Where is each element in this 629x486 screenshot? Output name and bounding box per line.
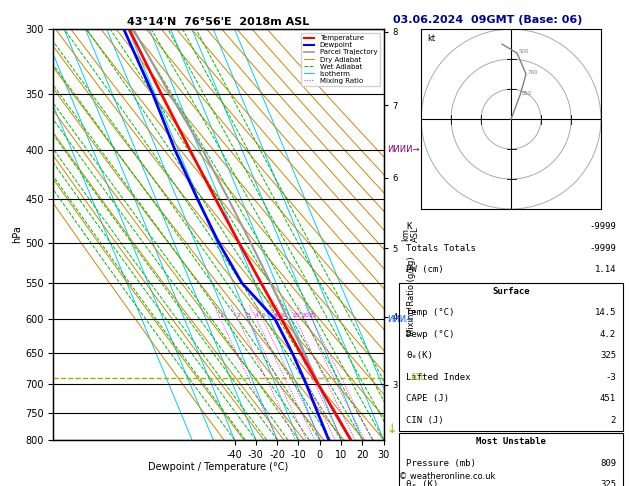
Text: 4.2: 4.2 — [600, 330, 616, 339]
Y-axis label: km
ASL: km ASL — [401, 226, 420, 243]
Text: CAPE (J): CAPE (J) — [406, 394, 449, 403]
X-axis label: Dewpoint / Temperature (°C): Dewpoint / Temperature (°C) — [148, 462, 289, 472]
Legend: Temperature, Dewpoint, Parcel Trajectory, Dry Adiabat, Wet Adiabat, Isotherm, Mi: Temperature, Dewpoint, Parcel Trajectory… — [301, 33, 380, 87]
Text: 325: 325 — [600, 351, 616, 361]
Text: ИИИИ→: ИИИИ→ — [387, 145, 420, 154]
Text: 20: 20 — [301, 313, 309, 318]
Text: 451: 451 — [600, 394, 616, 403]
Text: 2: 2 — [237, 313, 240, 318]
Text: K: K — [406, 223, 411, 231]
Text: θₑ(K): θₑ(K) — [406, 351, 433, 361]
Text: 03.06.2024  09GMT (Base: 06): 03.06.2024 09GMT (Base: 06) — [393, 15, 582, 25]
Text: Totals Totals: Totals Totals — [406, 244, 476, 253]
Text: ИИИ→: ИИИ→ — [387, 315, 413, 324]
Text: 15: 15 — [292, 313, 300, 318]
Text: 14.5: 14.5 — [594, 309, 616, 317]
Text: 25: 25 — [309, 313, 316, 318]
Text: kt: kt — [427, 34, 435, 43]
Text: 500: 500 — [518, 49, 529, 54]
Y-axis label: hPa: hPa — [13, 226, 23, 243]
Text: Mixing Ratio (g/kg): Mixing Ratio (g/kg) — [408, 256, 416, 336]
Text: 5: 5 — [261, 313, 265, 318]
Text: 325: 325 — [600, 480, 616, 486]
Text: Surface: Surface — [493, 287, 530, 296]
Text: 8: 8 — [275, 313, 279, 318]
Text: 2: 2 — [611, 416, 616, 425]
Text: Dewp (°C): Dewp (°C) — [406, 330, 455, 339]
Bar — [399, 283, 623, 431]
Text: CIN (J): CIN (J) — [406, 416, 443, 425]
Text: 850: 850 — [521, 91, 532, 96]
Text: 809: 809 — [600, 459, 616, 468]
Text: 1.14: 1.14 — [594, 265, 616, 275]
Text: 1: 1 — [219, 313, 223, 318]
Text: PW (cm): PW (cm) — [406, 265, 443, 275]
Text: -9999: -9999 — [589, 244, 616, 253]
Text: Temp (°C): Temp (°C) — [406, 309, 455, 317]
Text: θₑ (K): θₑ (K) — [406, 480, 438, 486]
Text: Lifted Index: Lifted Index — [406, 373, 470, 382]
Text: Most Unstable: Most Unstable — [476, 437, 546, 446]
Title: 43°14'N  76°56'E  2018m ASL: 43°14'N 76°56'E 2018m ASL — [128, 17, 309, 27]
Text: 3: 3 — [247, 313, 251, 318]
Text: -3: -3 — [605, 373, 616, 382]
Text: 4: 4 — [255, 313, 259, 318]
Bar — [399, 433, 623, 486]
Text: -9999: -9999 — [589, 223, 616, 231]
Text: © weatheronline.co.uk: © weatheronline.co.uk — [399, 472, 496, 481]
Text: 10: 10 — [279, 313, 287, 318]
Text: ↓: ↓ — [387, 423, 398, 436]
Text: LCL: LCL — [410, 373, 425, 382]
Text: 700: 700 — [528, 70, 538, 75]
Text: Pressure (mb): Pressure (mb) — [406, 459, 476, 468]
